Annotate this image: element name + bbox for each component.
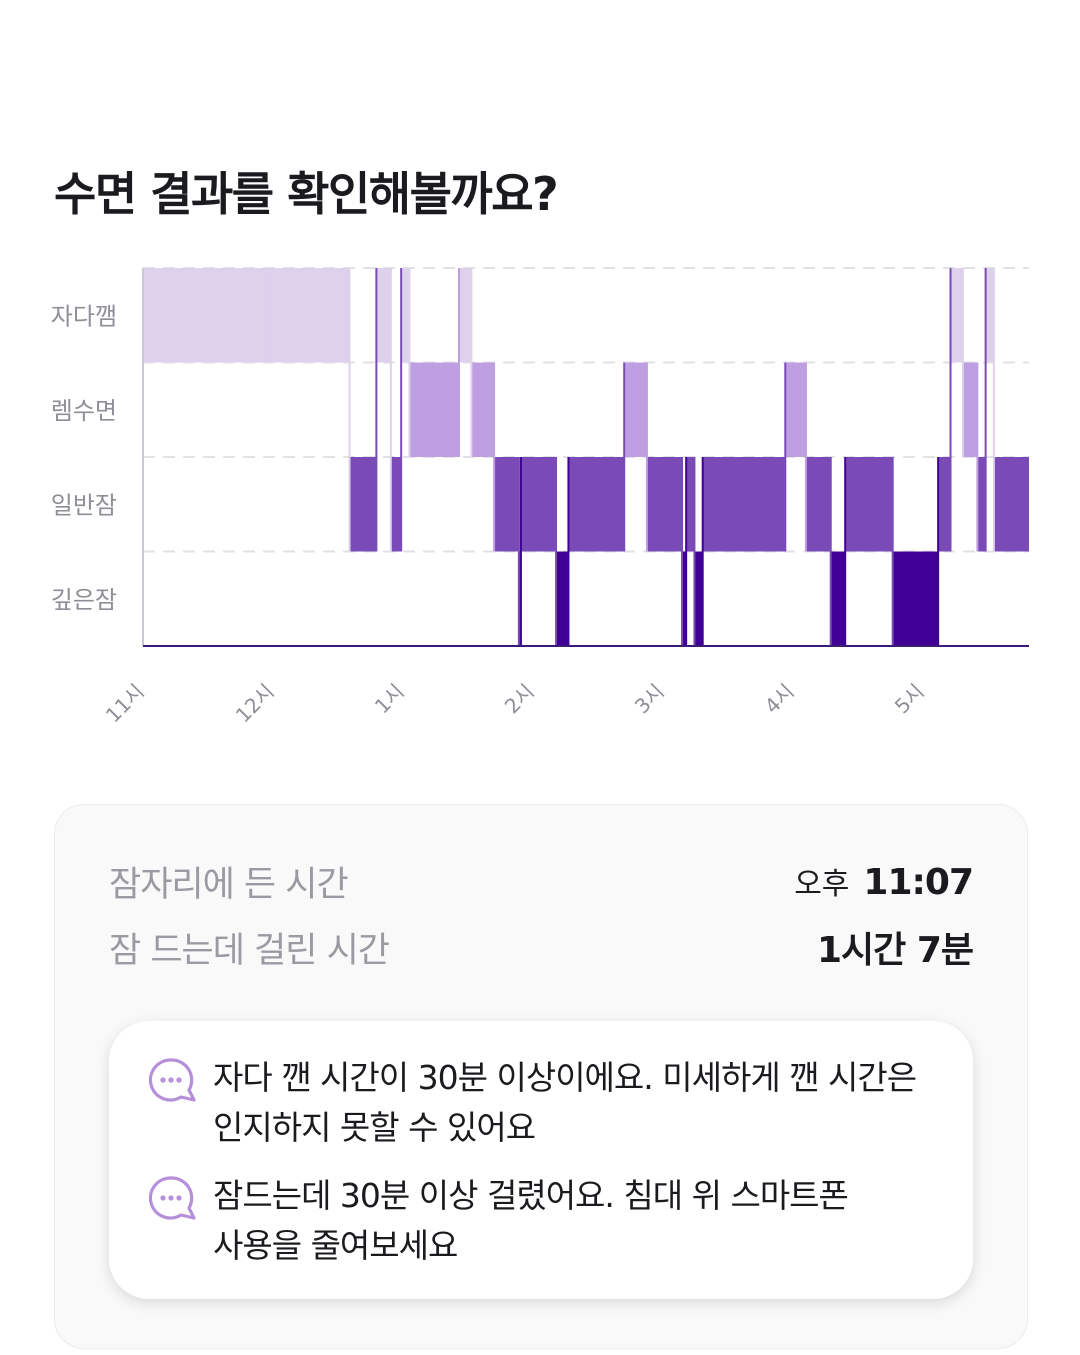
sleep-latency-label: 잠 드는데 걸린 시간 [109, 930, 390, 971]
stage-segment [892, 551, 939, 646]
bedtime-period: 오후 [794, 867, 850, 902]
stage-segment [376, 268, 391, 363]
stage-segment [458, 268, 472, 363]
stage-label: 깊은잠 [51, 586, 117, 614]
stage-segment [845, 457, 893, 552]
advice-text: 잠드는데 30분 이상 걸렸어요. 침대 위 스마트폰 사용을 줄여보세요 [213, 1176, 849, 1265]
stage-segment [694, 551, 703, 646]
stage-segment [805, 457, 831, 552]
stage-segment [682, 551, 687, 646]
advice-text: 자다 깬 시간이 30분 이상이에요. 미세하게 깬 시간은 인지하지 못할 수… [213, 1058, 917, 1147]
advice-box: 자다 깬 시간이 30분 이상이에요. 미세하게 깬 시간은 인지하지 못할 수… [109, 1021, 973, 1299]
hour-tick-label: 1시 [370, 679, 409, 718]
stage-segment [518, 551, 521, 646]
stage-segment [401, 268, 410, 363]
bedtime-label: 잠자리에 든 시간 [109, 864, 349, 905]
stage-segment [950, 268, 963, 363]
stage-segment [143, 268, 267, 363]
sleep-latency-duration: 1시간 7분 [817, 930, 974, 971]
sleep-latency-row: 잠 드는데 걸린 시간 1시간 7분 [109, 917, 974, 977]
stage-segment [471, 362, 495, 457]
stage-segment [985, 268, 994, 363]
chat-bubble-icon [148, 1058, 196, 1102]
hour-tick-label: 11시 [101, 679, 149, 727]
stage-segment [349, 457, 377, 552]
hour-tick-label: 3시 [630, 679, 669, 718]
stage-segment [830, 551, 846, 646]
stage-segment [520, 457, 557, 552]
advice-item: 자다 깬 시간이 30분 이상이에요. 미세하게 깬 시간은 인지하지 못할 수… [147, 1053, 943, 1153]
advice-item: 잠드는데 30분 이상 걸렸어요. 침대 위 스마트폰 사용을 줄여보세요 [147, 1171, 943, 1271]
stage-segment [409, 362, 459, 457]
hour-tick-label: 12시 [231, 679, 279, 727]
stage-segment [266, 268, 350, 363]
stage-label: 렘수면 [51, 397, 117, 425]
stage-segment [686, 457, 695, 552]
bedtime-time: 11:07 [863, 862, 974, 903]
bedtime-row: 잠자리에 든 시간 오후 11:07 [109, 851, 974, 911]
stage-segment [568, 457, 625, 552]
stage-segment [390, 457, 402, 552]
sleep-latency-value: 1시간 7분 [817, 921, 974, 973]
sleep-summary-card: 잠자리에 든 시간 오후 11:07 잠 드는데 걸린 시간 1시간 7분 자다… [54, 804, 1028, 1349]
bedtime-value: 오후 11:07 [794, 859, 974, 903]
stage-segment [993, 457, 1029, 552]
stage-segment [977, 457, 986, 552]
stage-segment [556, 551, 569, 646]
stage-label: 자다깸 [51, 302, 117, 330]
page-title: 수면 결과를 확인해볼까요? [54, 167, 559, 221]
stage-segment [702, 457, 786, 552]
chat-bubble-icon [148, 1176, 196, 1220]
hour-tick-label: 4시 [760, 679, 799, 718]
stage-segment [962, 362, 978, 457]
stage-segment [785, 362, 806, 457]
stage-label: 일반잠 [51, 491, 117, 519]
stage-segment [624, 362, 647, 457]
hour-tick-label: 2시 [500, 679, 539, 718]
stage-segment [494, 457, 519, 552]
stage-segment [646, 457, 683, 552]
hour-tick-label: 5시 [890, 679, 929, 718]
stage-segment [938, 457, 951, 552]
